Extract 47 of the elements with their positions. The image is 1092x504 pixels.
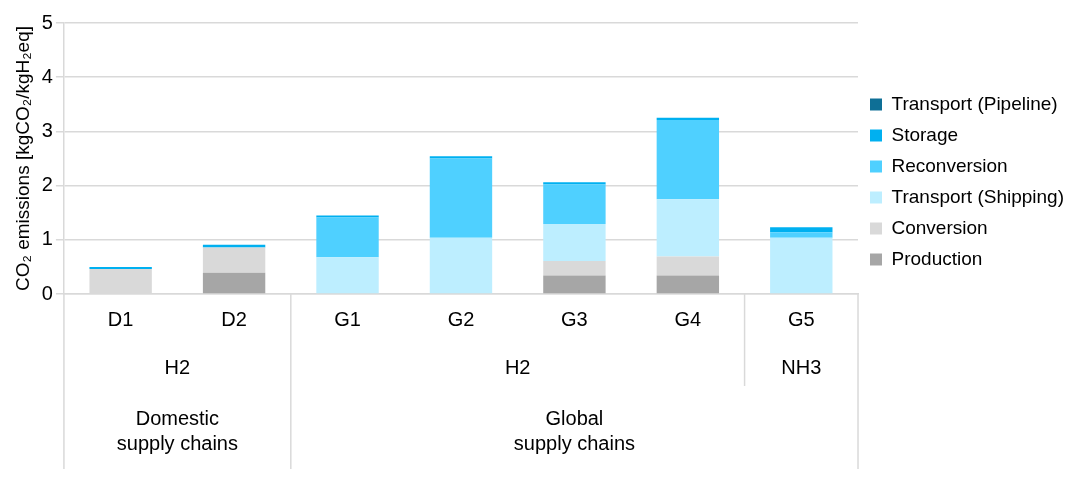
bar	[656, 256, 720, 276]
bar	[316, 257, 379, 294]
bar	[429, 156, 493, 159]
bar	[770, 237, 833, 294]
legend-label: Storage	[891, 123, 959, 145]
bar	[316, 217, 379, 258]
legend-label: Transport (Pipeline)	[891, 92, 1058, 114]
bar	[543, 275, 606, 294]
legend-label: Conversion	[891, 216, 988, 238]
x-tick-label: D1	[107, 307, 134, 330]
x-tick-label: G5	[787, 307, 815, 330]
x-tick-label: D2	[221, 307, 247, 330]
bar	[770, 227, 833, 233]
text: H2	[504, 355, 531, 378]
bar	[656, 199, 720, 257]
text: Global supply chains	[513, 406, 635, 454]
bar	[770, 232, 833, 238]
bar	[316, 215, 379, 218]
bar	[656, 275, 720, 294]
bar	[656, 120, 720, 200]
y-tick-label: 2	[41, 173, 53, 196]
bar	[429, 237, 493, 294]
text: H2	[164, 355, 191, 378]
x-tick-label: G1	[334, 307, 361, 330]
y-tick-label: 1	[41, 227, 53, 250]
bar	[543, 260, 606, 276]
y-tick-label: 0	[41, 281, 53, 304]
legend-label: Transport (Shipping)	[891, 185, 1064, 207]
text: NH3	[781, 355, 822, 378]
legend-label: Production	[891, 247, 983, 269]
y-tick-label: 4	[41, 64, 53, 87]
bar	[202, 272, 266, 294]
bar	[656, 117, 720, 121]
x-tick-label: G2	[447, 307, 475, 330]
y-axis-title: CO₂ emissions [kgCO₂/kgH₂eq]	[11, 26, 33, 291]
bar	[202, 247, 266, 273]
legend-label: Reconversion	[891, 154, 1008, 176]
y-tick-label: 3	[41, 118, 53, 141]
bar	[543, 184, 606, 225]
y-tick-label: 5	[41, 10, 53, 33]
x-tick-label: G3	[561, 307, 588, 330]
bar	[543, 224, 606, 261]
x-tick-label: G4	[674, 307, 702, 330]
bar	[429, 158, 493, 238]
bar	[89, 266, 152, 270]
bar	[543, 182, 606, 185]
text: Domestic supply chains	[116, 406, 238, 454]
